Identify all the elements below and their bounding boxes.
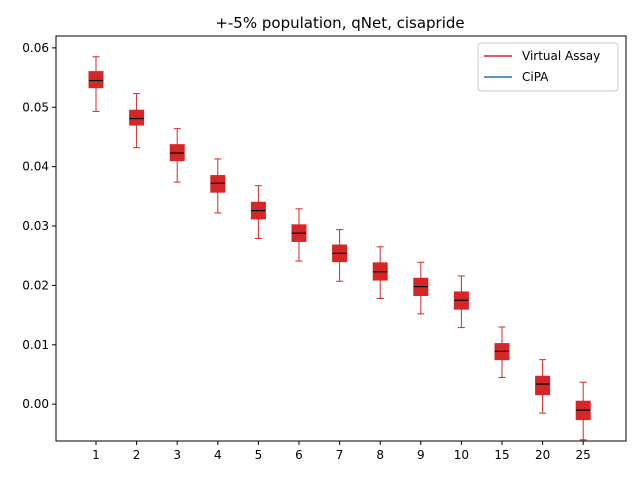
x-tick-label: 10 [454,448,469,462]
box-group [291,208,307,262]
box-group [332,229,348,282]
box-group [494,326,510,378]
axes-frame [55,35,627,442]
y-tick-label: 0.05 [22,100,49,114]
box-group [575,381,591,441]
y-tick-label: 0.06 [22,41,49,55]
box-group [413,261,429,315]
x-tick-label: 9 [417,448,425,462]
x-tick-label: 3 [173,448,181,462]
box-group [129,93,145,149]
x-tick-label: 2 [133,448,141,462]
legend-frame [477,42,619,92]
box-group [88,56,104,112]
box-group [535,359,551,414]
y-tick-label: 0.04 [22,160,49,174]
y-tick-label: 0.01 [22,338,49,352]
y-tick-label: 0.00 [22,397,49,411]
x-tick-label: 1 [92,448,100,462]
legend-label: Virtual Assay [522,49,600,63]
chart-title: +-5% population, qNet, cisapride [215,14,464,32]
y-tick-label: 0.02 [22,278,49,292]
box-group [210,158,226,214]
y-tick-label: 0.03 [22,219,49,233]
x-tick-label: 8 [376,448,384,462]
x-tick-label: 4 [214,448,222,462]
x-tick-label: 15 [494,448,509,462]
x-tick-label: 7 [336,448,344,462]
x-tick-label: 6 [295,448,303,462]
box-body [88,71,104,89]
box-group [169,128,185,183]
legend-label: CiPA [522,70,549,84]
x-tick-label: 5 [255,448,263,462]
plot-area: 0.00 0.01 0.02 0.03 0.04 0.05 0.06 1 2 3 4 5 6 7 8 9 10 1… [22,35,627,462]
box-group [250,185,266,239]
box-body [535,375,551,396]
legend: Virtual Assay CiPA [477,42,619,92]
x-tick-label: 25 [576,448,591,462]
x-tick-label: 20 [535,448,550,462]
box-body [129,109,145,126]
box-group [453,275,469,329]
box-group [372,246,388,299]
